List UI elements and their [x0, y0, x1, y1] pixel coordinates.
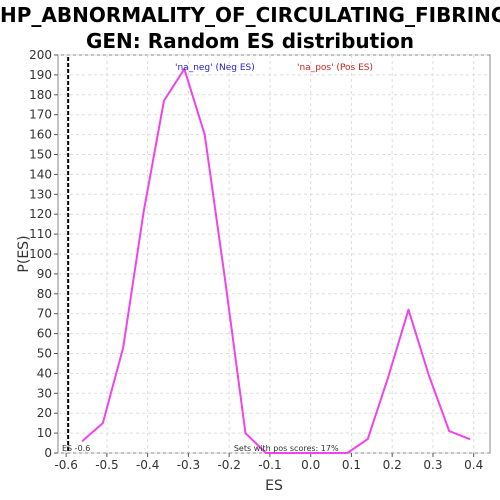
series-point [183, 68, 186, 70]
x-tick-label: -0.2 [217, 458, 240, 472]
y-tick-label: 180 [29, 88, 52, 102]
x-tick-label: 0.2 [383, 458, 402, 472]
series-point [203, 133, 206, 136]
series-point [122, 346, 125, 349]
y-tick-label: 190 [29, 68, 52, 82]
series-point [366, 438, 369, 440]
y-tick-label: 70 [37, 307, 52, 321]
x-tick-label: 0.4 [464, 458, 483, 472]
series-layer [81, 67, 471, 454]
series-point [346, 452, 349, 454]
legend: 'na_neg' (Neg ES) 'na_pos' (Pos ES) [175, 63, 373, 73]
series-point [326, 452, 328, 454]
series-point [285, 452, 288, 454]
series-line [81, 67, 470, 454]
y-tick-label: 140 [29, 167, 52, 181]
series-point [224, 279, 226, 281]
y-tick-label: 80 [37, 287, 52, 301]
y-tick-label: 40 [37, 366, 52, 380]
y-tick-label: 120 [29, 207, 52, 221]
y-tick-label: 130 [29, 187, 52, 201]
y-tick-label: 170 [29, 108, 52, 122]
series-point [407, 308, 410, 311]
legend-entry: 'na_neg' (Neg ES) [175, 63, 255, 73]
y-tick-label: 160 [29, 128, 52, 142]
es-value-label: ES -0.6 [62, 444, 90, 453]
series-point [142, 211, 145, 214]
y-tick-label: 90 [37, 267, 52, 281]
y-axis-title: P(ES) [16, 235, 32, 272]
x-tick-label: 0.0 [301, 458, 320, 472]
x-tick-label: -0.4 [136, 458, 159, 472]
y-tick-label: 50 [37, 347, 52, 361]
legend-entry: 'na_pos' (Pos ES) [297, 63, 373, 73]
y-tick-label: 110 [29, 227, 52, 241]
y-tick-label: 100 [29, 247, 52, 261]
series-point [448, 430, 451, 432]
series-point [163, 99, 165, 102]
series-point [265, 452, 267, 454]
grid [58, 54, 490, 454]
x-axis-title: ES [265, 478, 283, 494]
y-tick-label: 60 [37, 327, 52, 341]
y-tick-label: 0 [44, 446, 52, 460]
series-point [81, 440, 84, 442]
series-point [468, 438, 471, 440]
y-tick-label: 30 [37, 386, 52, 400]
chart-title-line2: GEN: Random ES distribution [85, 29, 415, 53]
y-tick-label: 200 [29, 48, 52, 62]
pos-scores-label: Sets with pos scores: 17% [234, 444, 339, 453]
y-tick-label: 10 [37, 426, 52, 440]
x-tick-label: 0.3 [423, 458, 442, 472]
chart-title: HP_ABNORMALITY_OF_CIRCULATING_FIBRINO GE… [0, 2, 500, 54]
series-point [428, 374, 430, 377]
ticks: -0.6 -0.5 -0.4 -0.3 -0.2 -0.1 0.0 0.1 0.2 0.3 0.4 0… [29, 48, 483, 472]
series-point [305, 452, 308, 454]
x-tick-label: -0.1 [258, 458, 281, 472]
series-point [244, 432, 247, 434]
x-tick-label: -0.5 [95, 458, 118, 472]
x-tick-label: 0.1 [342, 458, 361, 472]
x-tick-label: -0.3 [177, 458, 200, 472]
y-tick-label: 150 [29, 148, 52, 162]
x-tick-label: -0.6 [54, 458, 77, 472]
series-point [387, 376, 389, 379]
y-tick-label: 20 [37, 406, 52, 420]
chart-title-line1: HP_ABNORMALITY_OF_CIRCULATING_FIBRINO [0, 3, 500, 27]
series-point [102, 422, 104, 424]
